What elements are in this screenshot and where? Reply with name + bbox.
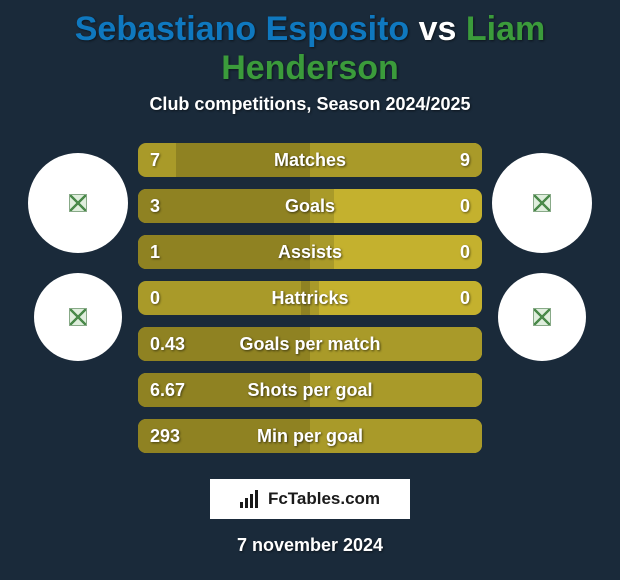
comparison-bars: 79Matches 30Goals 10Assists 00Hattricks 0.43… xyxy=(138,143,482,453)
bar-metric-label: Matches xyxy=(138,143,482,177)
bar-row: 6.67Shots per goal xyxy=(138,373,482,407)
player2-club-circle xyxy=(498,273,586,361)
bar-metric-label: Min per goal xyxy=(138,419,482,453)
comparison-main: 79Matches 30Goals 10Assists 00Hattricks 0.43… xyxy=(0,143,620,453)
vs-text: vs xyxy=(419,10,457,48)
bar-row: 293Min per goal xyxy=(138,419,482,453)
player1-name: Sebastiano Esposito xyxy=(75,10,409,48)
bar-row: 00Hattricks xyxy=(138,281,482,315)
bar-chart-icon xyxy=(240,490,262,508)
bar-metric-label: Goals per match xyxy=(138,327,482,361)
bar-row: 0.43Goals per match xyxy=(138,327,482,361)
broken-image-icon xyxy=(533,194,551,212)
subtitle: Club competitions, Season 2024/2025 xyxy=(0,94,620,115)
attribution-badge: FcTables.com xyxy=(210,479,410,519)
player1-club-circle xyxy=(34,273,122,361)
bar-row: 30Goals xyxy=(138,189,482,223)
bar-metric-label: Shots per goal xyxy=(138,373,482,407)
attribution-text: FcTables.com xyxy=(268,489,380,509)
right-circles xyxy=(482,143,602,361)
bar-metric-label: Hattricks xyxy=(138,281,482,315)
left-circles xyxy=(18,143,138,361)
broken-image-icon xyxy=(533,308,551,326)
player2-avatar-circle xyxy=(492,153,592,253)
bar-row: 79Matches xyxy=(138,143,482,177)
bar-row: 10Assists xyxy=(138,235,482,269)
bar-metric-label: Goals xyxy=(138,189,482,223)
bar-metric-label: Assists xyxy=(138,235,482,269)
broken-image-icon xyxy=(69,194,87,212)
page-title: Sebastiano Esposito vs Liam Henderson xyxy=(0,0,620,94)
date-text: 7 november 2024 xyxy=(0,535,620,556)
broken-image-icon xyxy=(69,308,87,326)
player1-avatar-circle xyxy=(28,153,128,253)
